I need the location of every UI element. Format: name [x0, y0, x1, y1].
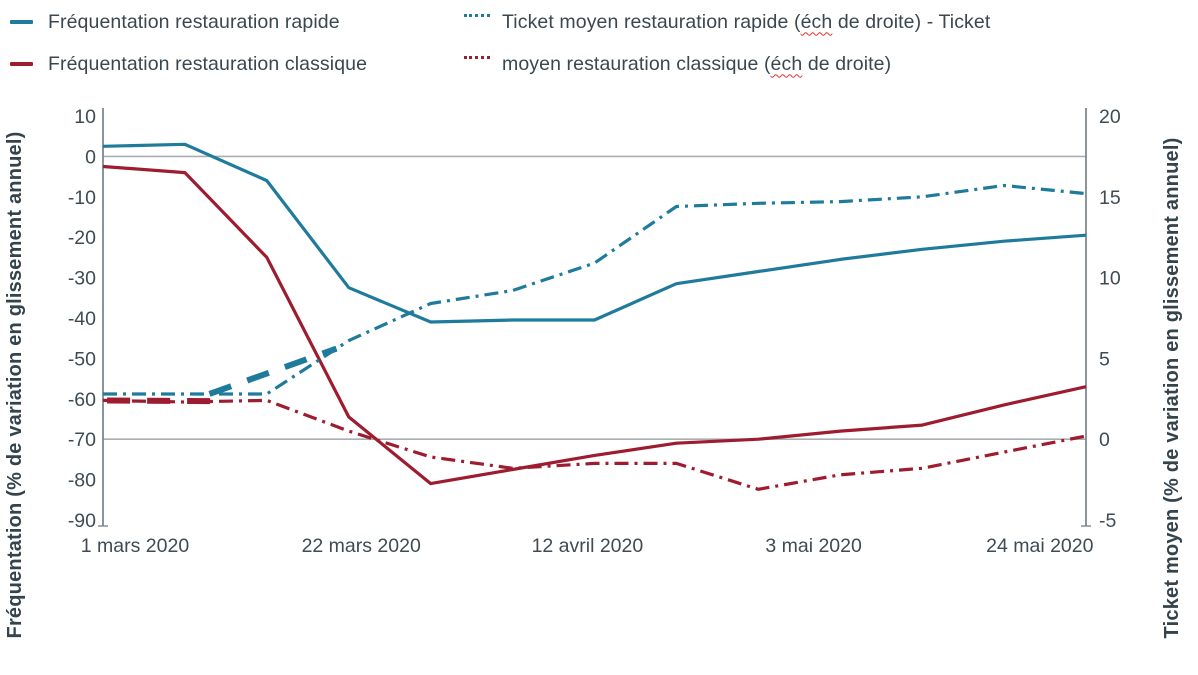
right-axis-tick-label: -5: [1099, 510, 1116, 532]
bold-dash-artifact: [208, 345, 338, 397]
series-line-3: [102, 398, 1087, 491]
x-axis-tick-label: 12 avril 2020: [532, 535, 644, 557]
legend-label: Fréquentation restauration rapide: [48, 10, 340, 33]
zero-gridlines: [103, 155, 1086, 441]
left-axis-tick-label: -40: [68, 308, 96, 330]
axis-lines: [98, 108, 1091, 527]
left-axis-tick-label: -80: [68, 470, 96, 492]
legend-label: Ticket moyen restauration rapide (éch de…: [502, 10, 991, 33]
x-axis-tick-label: 22 mars 2020: [302, 535, 421, 557]
left-axis-tick-label: 10: [74, 106, 96, 128]
legend-marker-dotted-teal-icon: [464, 13, 490, 17]
right-axis-tick-label: 0: [1099, 429, 1110, 451]
legend-item-frequentation-classique: Fréquentation restauration classique: [10, 50, 367, 78]
left-axis-tick-label: 0: [85, 146, 96, 168]
series-line-2: [103, 183, 1087, 396]
right-axis-tick-label: 5: [1099, 348, 1110, 370]
legend-label: Fréquentation restauration classique: [48, 52, 368, 75]
x-axis-tick-label: 1 mars 2020: [81, 535, 190, 557]
left-axis-tick-label: -20: [68, 227, 96, 249]
left-axis-tick-label: -30: [68, 268, 96, 290]
misspelled-word: éch: [770, 52, 803, 75]
legend-marker-solid-teal-icon: [10, 19, 33, 25]
series-lines: [102, 142, 1087, 491]
left-axis-title: Fréquentation (% de variation en glissem…: [4, 132, 26, 639]
series-line-0: [102, 142, 1087, 324]
legend-item-ticket-classique: moyen restauration classique (éch de dro…: [464, 50, 891, 78]
x-axis-tick-label: 24 mai 2020: [986, 535, 1093, 557]
legend-label: moyen restauration classique (éch de dro…: [502, 52, 892, 75]
x-axis-tick-label: 3 mai 2020: [765, 535, 862, 557]
left-axis-tick-labels: 10 0 -10 -20 -30 -40 -50 -60 -70 -80 -90: [68, 106, 96, 532]
right-axis-title: Ticket moyen (% de variation en glisseme…: [1161, 138, 1183, 639]
x-axis-tick-labels: 1 mars 2020 22 mars 2020 12 avril 2020 3 ma…: [81, 535, 1094, 557]
legend: Fréquentation restauration rapide Fréque…: [0, 0, 1198, 92]
legend-item-ticket-rapide: Ticket moyen restauration rapide (éch de…: [464, 8, 990, 36]
misspelled-word: éch: [800, 10, 833, 33]
left-axis-tick-label: -70: [68, 429, 96, 451]
series-line-1: [102, 164, 1087, 486]
left-axis-tick-label: -10: [68, 187, 96, 209]
right-axis-tick-label: 10: [1099, 268, 1121, 290]
left-axis-tick-label: -50: [68, 348, 96, 370]
right-axis-tick-label: 20: [1099, 106, 1121, 128]
left-axis-tick-label: -60: [68, 389, 96, 411]
legend-item-frequentation-rapide: Fréquentation restauration rapide: [10, 8, 340, 36]
legend-marker-dotted-red-icon: [464, 55, 490, 59]
legend-marker-solid-red-icon: [10, 61, 33, 67]
right-axis-tick-labels: 20 15 10 5 0 -5: [1099, 106, 1121, 532]
right-axis-tick-label: 15: [1099, 187, 1121, 209]
left-axis-tick-label: -90: [68, 510, 96, 532]
bold-dash-artifact: [107, 397, 226, 405]
